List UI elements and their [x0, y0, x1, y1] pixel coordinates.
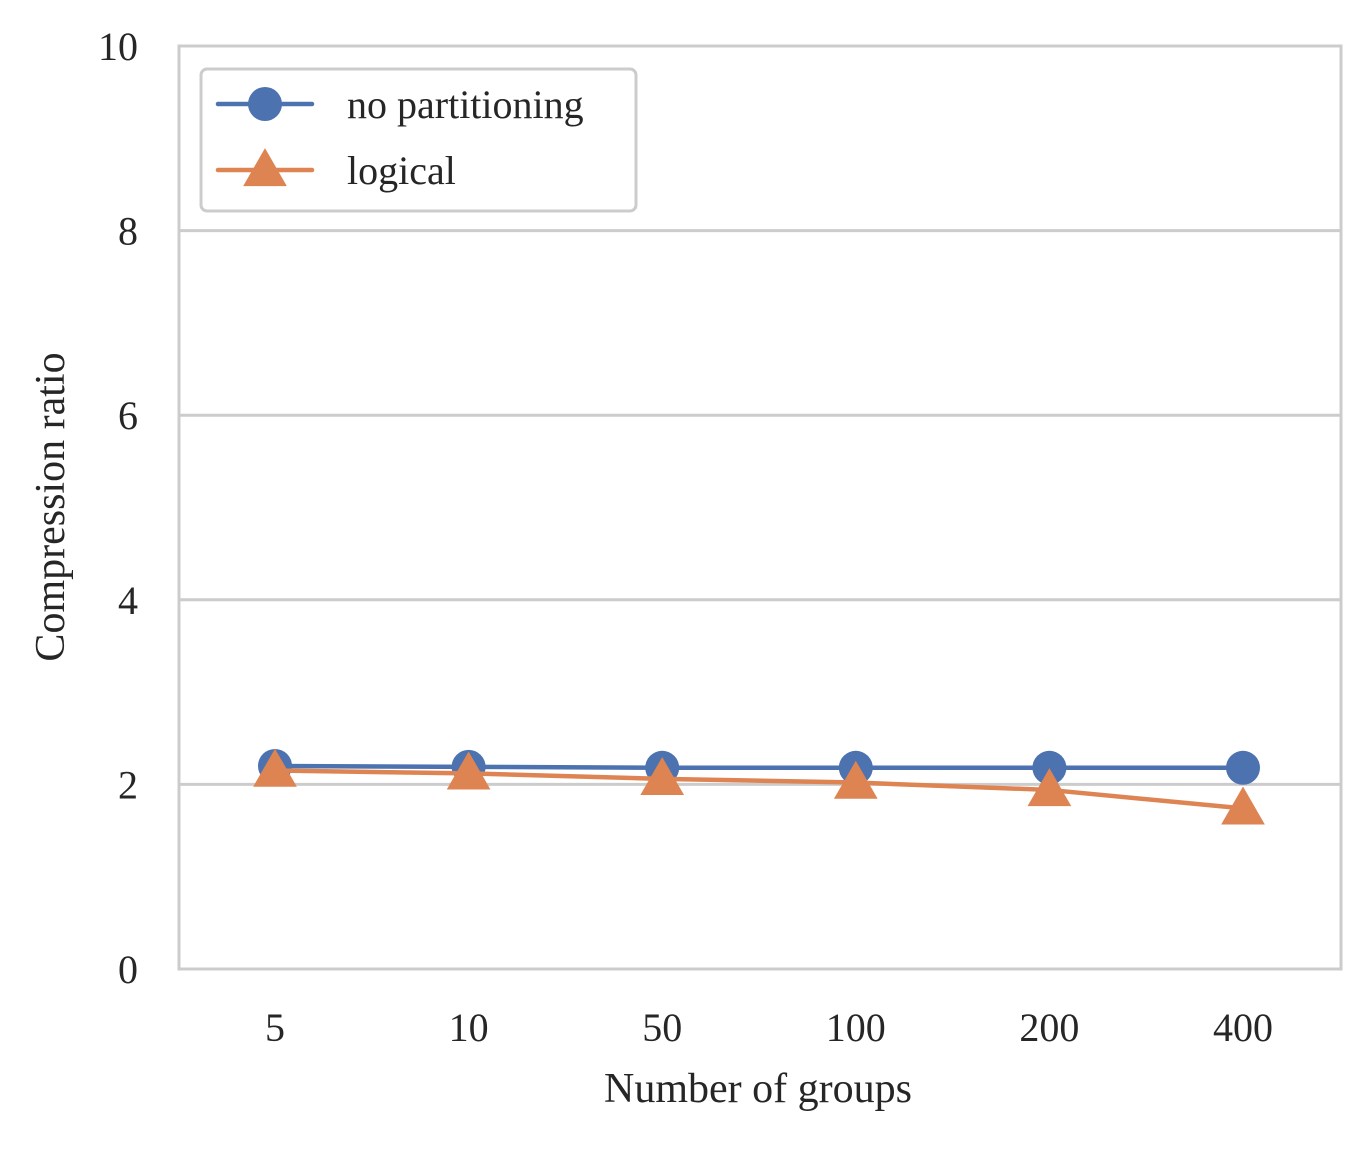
- legend-marker: [248, 87, 282, 121]
- y-tick-label: 4: [118, 578, 138, 623]
- x-tick-label: 5: [265, 1005, 285, 1050]
- y-tick-label: 2: [118, 762, 138, 807]
- x-tick-labels: 5 10 50 100 200 400: [265, 1005, 1273, 1050]
- legend: no partitioning logical: [199, 67, 638, 213]
- data-point: [446, 751, 491, 790]
- legend-label: logical: [347, 148, 456, 193]
- data-point: [1032, 750, 1067, 785]
- series-line: [272, 768, 1246, 811]
- data-point: [1226, 750, 1260, 785]
- y-tick-label: 10: [98, 24, 138, 69]
- data-point: [833, 760, 878, 799]
- plot-frame: [177, 44, 1343, 971]
- y-tick-label: 6: [118, 393, 138, 438]
- plot-border: [177, 44, 1343, 971]
- data-point: [253, 748, 297, 787]
- x-tick-label: 400: [1213, 1005, 1273, 1050]
- x-tick-label: 10: [449, 1005, 489, 1050]
- legend-label: no partitioning: [347, 82, 584, 127]
- x-tick-label: 50: [642, 1005, 682, 1050]
- series: [253, 748, 1265, 825]
- y-tick-label: 0: [118, 947, 138, 992]
- series-logical: [253, 748, 1265, 825]
- series-line: [272, 763, 1246, 771]
- y-axis-label: Compression ratio: [28, 352, 74, 661]
- y-tick-labels: 0 2 4 6 8 10: [98, 24, 138, 992]
- x-tick-label: 200: [1019, 1005, 1079, 1050]
- legend-marker: [243, 148, 287, 187]
- y-tick-label: 8: [118, 209, 138, 254]
- x-tick-label: 100: [826, 1005, 886, 1050]
- data-point: [1027, 768, 1072, 807]
- x-axis-label: Number of groups: [604, 1066, 912, 1112]
- data-point: [1221, 786, 1265, 825]
- data-point: [640, 757, 685, 796]
